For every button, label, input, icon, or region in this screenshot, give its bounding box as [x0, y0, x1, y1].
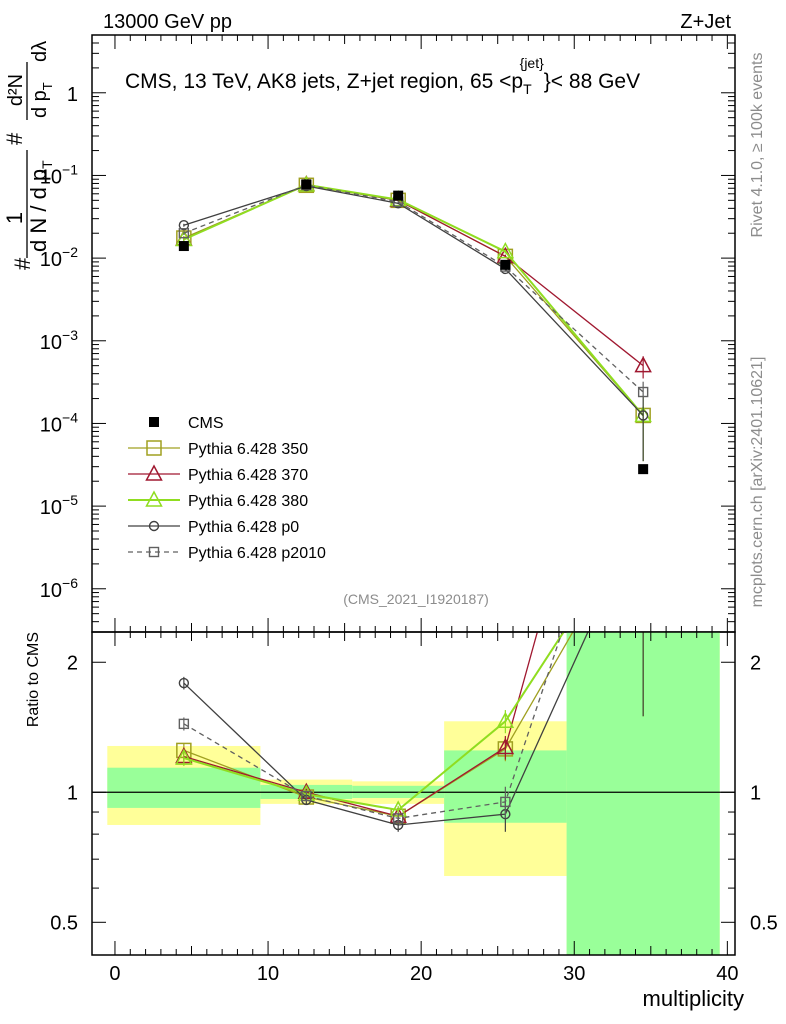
ylabel-hash2: # [2, 132, 27, 145]
ratio-marker [392, 813, 404, 824]
y-tick-label: 10−2 [40, 244, 78, 271]
data-point [393, 190, 404, 201]
top-y-tick-labels: 1 10−1 10−2 10−3 10−4 10−5 10−6 [40, 84, 78, 602]
analysis-watermark: (CMS_2021_I1920187) [343, 591, 489, 607]
plot-title: CMS, 13 TeV, AK8 jets, Z+jet region, 65 … [125, 55, 640, 97]
data-point [500, 259, 511, 270]
ratio-marker [496, 711, 515, 729]
legend-label: Pythia 6.428 370 [188, 467, 308, 484]
top-y-axis-label: # 1 d N / d pT # d²N d pT dλ [2, 41, 55, 270]
series-line [183, 184, 644, 416]
series-marker [637, 386, 649, 398]
legend-label: CMS [188, 415, 224, 432]
x-tick-label: 10 [257, 963, 279, 985]
title-post: }< 88 GeV [544, 70, 640, 93]
series-line [183, 184, 644, 393]
title-pre: CMS, 13 TeV, AK8 jets, Z+jet region, 65 … [125, 70, 523, 93]
series-marker [178, 228, 190, 239]
data-point [178, 241, 189, 252]
header-left: 13000 GeV pp [103, 11, 232, 33]
top-panel-series [175, 175, 652, 475]
series-marker [637, 410, 649, 421]
ratio-marker [636, 502, 651, 516]
mcplots-note: mcplots.cern.ch [arXiv:2401.10621] [749, 357, 766, 608]
series-marker [496, 241, 515, 259]
header-right: Z+Jet [680, 11, 731, 33]
ylabel-frac1-den: d N / d pT [26, 160, 55, 252]
ratio-y-tick-label: 0.5 [50, 912, 78, 934]
y-tick-label: 10−4 [40, 409, 78, 436]
legend-marker [148, 546, 160, 558]
ratio-marker [178, 677, 190, 689]
y-tick-label: 10−3 [40, 327, 78, 354]
ylabel-one: 1 [2, 212, 27, 224]
series-line [183, 185, 644, 416]
ylabel-hash1: # [10, 257, 35, 270]
x-axis-label: multiplicity [643, 986, 744, 1011]
top-panel-ticks [92, 34, 735, 633]
ylabel-frac2-den: d pT [29, 82, 55, 118]
ylabel-frac2-num: d²N [5, 74, 27, 106]
legend-label: Pythia 6.428 350 [188, 441, 308, 458]
title-sup: {jet} [520, 55, 544, 71]
rivet-note: Rivet 4.1.0, ≥ 100k events [749, 53, 766, 238]
legend-label: Pythia 6.428 p0 [188, 519, 299, 536]
x-tick-label: 30 [563, 963, 585, 985]
bottom-tick-labels: 0.5 0.51 12 20 10 20 30 40 [50, 652, 778, 985]
data-point [301, 179, 312, 190]
legend-marker [146, 440, 162, 456]
y-tick-label: 10−1 [40, 161, 78, 188]
series-marker [178, 220, 190, 231]
ratio-y-tick-label-right: 0.5 [750, 912, 778, 934]
top-panel-frame [91, 34, 736, 633]
ratio-y-tick-label-right: 2 [750, 652, 761, 674]
ratio-bands [107, 632, 720, 955]
band-green [107, 767, 261, 808]
ratio-marker [301, 790, 312, 802]
data-point [638, 464, 649, 475]
title-sub: T [523, 81, 532, 97]
y-tick-label: 10−6 [40, 575, 78, 602]
y-tick-label: 10−5 [40, 492, 78, 519]
legend-label: Pythia 6.428 p2010 [188, 545, 326, 562]
ratio-marker [500, 796, 511, 808]
ratio-y-axis-label: Ratio to CMS [25, 632, 42, 727]
series-line [183, 183, 644, 417]
ratio-marker [636, 503, 650, 517]
legend-marker [145, 490, 163, 507]
series-marker [634, 356, 652, 373]
ratio-marker [636, 242, 651, 256]
x-tick-label: 20 [410, 963, 432, 985]
legend-marker [149, 417, 159, 427]
legend-marker [148, 520, 160, 532]
legend-label: Pythia 6.428 380 [188, 493, 308, 510]
bottom-panel-series [175, 242, 651, 832]
ratio-marker [178, 718, 190, 730]
ratio-y-tick-label-right: 1 [750, 782, 761, 804]
ratio-marker [639, 506, 648, 515]
ratio-marker [496, 737, 515, 755]
ratio-marker [175, 748, 193, 765]
y-tick-label: 1 [67, 84, 78, 106]
ylabel-frac2-post: dλ [29, 41, 51, 62]
x-tick-label: 0 [109, 963, 120, 985]
x-tick-label: 40 [716, 963, 738, 985]
bottom-panel-frame [91, 631, 736, 956]
ratio-y-tick-label: 1 [67, 782, 78, 804]
ratio-y-tick-label: 2 [67, 652, 78, 674]
bottom-panel-ticks [92, 632, 735, 955]
legend-marker [145, 464, 163, 481]
legend: CMS Pythia 6.428 350 Pythia 6.428 370 Pythi… [128, 415, 326, 562]
